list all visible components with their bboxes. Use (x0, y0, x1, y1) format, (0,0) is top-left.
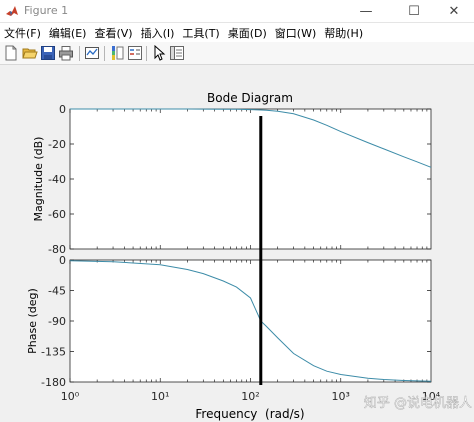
magnitude-ytick-label: -60 (48, 208, 66, 221)
phase-plot-area (69, 259, 432, 383)
chart-title: Bode Diagram (207, 91, 293, 105)
menu-help[interactable]: 帮助(H) (324, 26, 364, 40)
matlab-app-icon (5, 4, 19, 18)
minimize-button[interactable]: — (346, 0, 386, 22)
menu-edit[interactable]: 编辑(E) (48, 26, 87, 40)
phase-ytick-label: 0 (59, 254, 66, 267)
open-file-icon[interactable] (22, 45, 38, 61)
maximize-button[interactable]: ☐ (394, 0, 434, 22)
phase-ytick-label: -45 (48, 285, 66, 298)
window-title-bar: Figure 1 — ☐ ✕ (0, 0, 474, 23)
menu-window[interactable]: 窗口(W) (274, 26, 317, 40)
print-icon[interactable] (58, 45, 74, 61)
frequency-tick-label: 10¹ (151, 390, 169, 403)
maximize-icon: ☐ (408, 3, 420, 19)
phase-curve (69, 260, 432, 382)
frequency-tick-label: 10⁴ (422, 390, 441, 403)
phase-ticks: 0 -45 -90 -135 -180 (41, 254, 431, 389)
frequency-tick-label: 10⁰ (61, 390, 80, 403)
phase-ytick-label: -90 (48, 315, 66, 328)
edit-plot-arrow-icon[interactable] (151, 45, 167, 61)
property-inspector-icon[interactable] (169, 45, 185, 61)
insert-colorbar-icon[interactable] (109, 45, 125, 61)
menu-insert[interactable]: 插入(I) (140, 26, 175, 40)
bode-figure: Bode Diagram 0 -20 -40 -60 -80 Magnitude (dB… (26, 91, 472, 421)
toolbar-separator (104, 46, 105, 61)
toolbar-separator (79, 46, 80, 61)
phase-ytick-label: -135 (41, 346, 66, 359)
frequency-xlabel: Frequency (rad/s) (195, 407, 304, 421)
window-title: Figure 1 (24, 4, 69, 17)
phase-ylabel: Phase (deg) (26, 288, 39, 354)
watermark: 知乎 @说电机器人 (364, 395, 472, 411)
magnitude-axes: 0 -20 -40 -60 -80 Magnitude (dB) (32, 103, 432, 256)
menu-bar: 文件(F) 编辑(E) 查看(V) 插入(I) 工具(T) 桌面(D) 窗口(W… (0, 23, 474, 42)
insert-legend-icon[interactable] (127, 45, 143, 61)
magnitude-ytick-label: 0 (59, 103, 66, 116)
close-icon: ✕ (448, 3, 460, 19)
new-figure-icon[interactable] (3, 45, 19, 61)
magnitude-plot-area (69, 108, 432, 250)
frequency-tick-label: 10² (241, 390, 259, 403)
menu-tools[interactable]: 工具(T) (182, 26, 220, 40)
magnitude-curve (70, 108, 432, 168)
frequency-tick-label: 10³ (332, 390, 350, 403)
magnitude-ticks: 0 -20 -40 -60 -80 (48, 103, 431, 256)
close-button[interactable]: ✕ (434, 0, 474, 22)
magnitude-ylabel: Magnitude (dB) (32, 137, 45, 222)
toolbar-separator (146, 46, 147, 61)
phase-ytick-label: -180 (41, 376, 66, 389)
link-plot-icon[interactable] (84, 45, 100, 61)
menu-view[interactable]: 查看(V) (94, 26, 133, 40)
figure-toolbar (0, 42, 474, 65)
menu-file[interactable]: 文件(F) (4, 26, 41, 40)
save-icon[interactable] (40, 45, 56, 61)
phase-axes: 0 -45 -90 -135 -180 Phase (deg) (26, 254, 432, 389)
magnitude-ytick-label: -40 (48, 173, 66, 186)
magnitude-ytick-label: -80 (48, 243, 66, 256)
frequency-ticks: 10⁰ 10¹ 10² 10³ 10⁴ (61, 390, 441, 403)
magnitude-ytick-label: -20 (48, 138, 66, 151)
minimize-icon: — (359, 3, 373, 19)
menu-desktop[interactable]: 桌面(D) (227, 26, 267, 40)
